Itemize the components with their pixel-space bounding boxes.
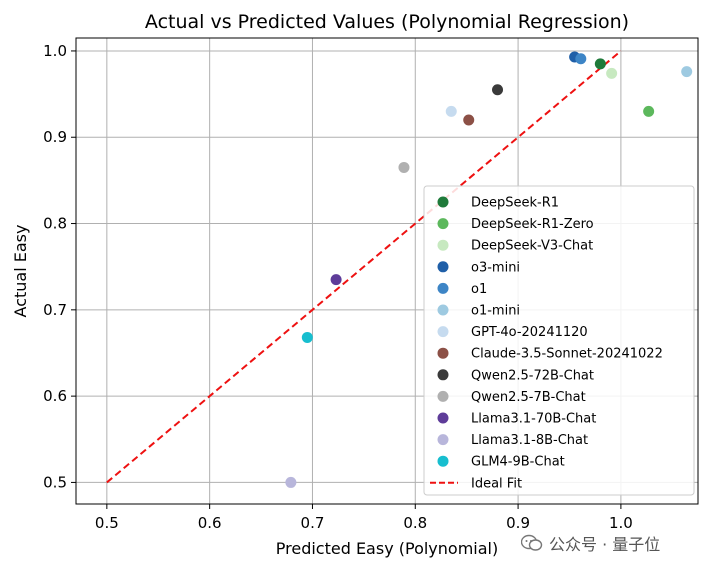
data-point <box>643 105 655 117</box>
x-tick-label: 0.6 <box>198 514 222 532</box>
legend-label: Llama3.1-8B-Chat <box>471 433 588 448</box>
legend-marker <box>437 304 449 316</box>
x-tick-label: 0.8 <box>403 514 427 532</box>
data-point <box>681 66 693 78</box>
data-point <box>606 67 618 79</box>
ideal-fit-line <box>106 50 622 484</box>
legend-label: GLM4-9B-Chat <box>471 455 565 470</box>
wechat-icon <box>520 534 543 552</box>
plot-frame <box>75 37 699 505</box>
y-tick-label: 0.9 <box>43 128 67 146</box>
x-tick-label: 0.5 <box>95 514 119 532</box>
x-tick-label: 1.0 <box>609 514 633 532</box>
x-tick-label: 0.7 <box>301 514 325 532</box>
legend-label: Qwen2.5-72B-Chat <box>471 368 594 383</box>
legend-marker <box>437 282 449 294</box>
y-tick-label: 0.5 <box>43 473 67 491</box>
fit-layer <box>106 50 622 484</box>
chart-title: Actual vs Predicted Values (Polynomial R… <box>145 11 629 33</box>
data-point <box>463 114 475 126</box>
data-point <box>594 58 606 70</box>
y-tick-label: 0.7 <box>43 301 67 319</box>
legend-label: Llama3.1-70B-Chat <box>471 412 596 427</box>
legend-marker <box>437 412 449 424</box>
data-point <box>285 476 297 488</box>
legend-marker <box>437 239 449 251</box>
legend-marker <box>437 369 449 381</box>
y-tick-label: 0.6 <box>43 387 67 405</box>
legend-label: Ideal Fit <box>471 476 522 491</box>
data-point <box>330 274 342 286</box>
data-point <box>301 331 313 343</box>
legend-label: Qwen2.5-7B-Chat <box>471 390 586 405</box>
legend-marker <box>437 434 449 446</box>
y-axis-label: Actual Easy <box>11 225 30 318</box>
y-tick-label: 0.8 <box>43 215 67 233</box>
legend-label: DeepSeek-R1-Zero <box>471 217 594 232</box>
data-point <box>575 53 587 65</box>
legend-marker <box>437 196 449 208</box>
point-layer <box>285 51 693 488</box>
legend-label: Claude-3.5-Sonnet-20241022 <box>471 347 663 362</box>
legend-marker <box>437 390 449 402</box>
data-point <box>398 161 410 173</box>
legend: DeepSeek-R1 DeepSeek-R1-Zero DeepSeek-V3-C… <box>423 185 695 496</box>
legend-marker <box>437 261 449 273</box>
legend-marker <box>437 218 449 230</box>
watermark-text: 公众号 · 量子位 <box>549 535 661 554</box>
legend-marker <box>437 455 449 467</box>
watermark: 公众号 · 量子位 <box>520 531 661 555</box>
legend-marker <box>437 347 449 359</box>
legend-box <box>423 185 695 496</box>
data-point <box>445 105 457 117</box>
x-axis-label: Predicted Easy (Polynomial) <box>276 539 498 558</box>
legend-label: DeepSeek-V3-Chat <box>471 239 593 254</box>
x-tick-label: 0.9 <box>506 514 530 532</box>
legend-label: GPT-4o-20241120 <box>471 325 588 340</box>
legend-label: o1 <box>471 282 487 297</box>
legend-label: o3-mini <box>471 260 520 275</box>
legend-marker <box>437 326 449 338</box>
tick-layer: 0.5 0.6 0.7 0.8 0.9 1.0 0.5 0.6 0.7 0.8 0.9 1.0 <box>43 42 633 532</box>
legend-label: DeepSeek-R1 <box>471 196 559 211</box>
y-tick-label: 1.0 <box>43 42 67 60</box>
legend-label: o1-mini <box>471 304 520 319</box>
data-point <box>492 84 504 96</box>
